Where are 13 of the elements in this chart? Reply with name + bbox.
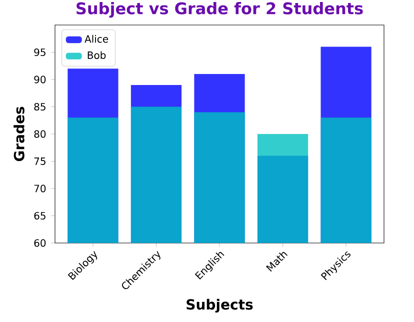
chart-title: Subject vs Grade for 2 Students	[76, 2, 363, 18]
legend-label: Bob	[88, 51, 106, 59]
y-tick-label: 60	[34, 239, 46, 247]
y-tick-label: 65	[34, 212, 46, 220]
y-tick-label: 90	[34, 76, 46, 84]
y-axis-title: Grades	[14, 106, 24, 162]
x-axis-title: Subjects	[186, 298, 253, 313]
y-tick-label: 75	[34, 158, 46, 165]
y-tick-label: 80	[34, 130, 46, 138]
y-tick-label: 95	[34, 48, 46, 56]
legend-label: Alice	[84, 34, 108, 43]
y-tick-label: 70	[34, 184, 46, 192]
y-tick-label: 85	[34, 102, 46, 111]
